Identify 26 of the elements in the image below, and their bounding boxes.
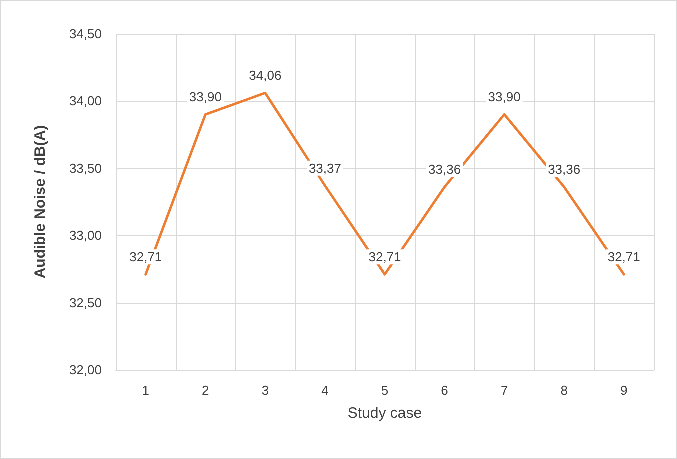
x-tick-label: 1 [142, 383, 150, 398]
x-tick-label: 5 [381, 383, 389, 398]
x-tick-label: 9 [620, 383, 628, 398]
data-label: 33,36 [428, 162, 462, 178]
y-tick-label: 33,50 [69, 160, 102, 176]
data-label: 33,36 [548, 162, 581, 178]
y-axis-title: Audible Noise / dB(A) [32, 125, 49, 279]
data-label: 32,71 [608, 250, 640, 265]
data-label: 33,90 [488, 90, 521, 105]
y-tick-label: 34,00 [69, 94, 102, 109]
data-label: 33,90 [189, 90, 222, 105]
y-tick-label: 32,00 [69, 362, 102, 378]
data-label: 34,06 [249, 68, 282, 84]
x-axis-title: Study case [348, 405, 422, 422]
x-tick-label: 7 [500, 383, 508, 398]
x-tick-label: 6 [441, 383, 448, 398]
x-tick-label: 4 [322, 383, 329, 398]
data-label: 32,71 [130, 250, 162, 265]
x-tick-label: 3 [262, 383, 270, 398]
x-tick-label: 8 [560, 383, 568, 398]
y-tick-label: 33,00 [69, 228, 102, 244]
y-tick-label: 32,50 [69, 295, 102, 310]
data-label: 32,71 [368, 250, 402, 265]
data-label: 33,37 [308, 160, 342, 176]
y-tick-label: 34,50 [69, 26, 102, 42]
x-tick-label: 2 [202, 383, 210, 398]
